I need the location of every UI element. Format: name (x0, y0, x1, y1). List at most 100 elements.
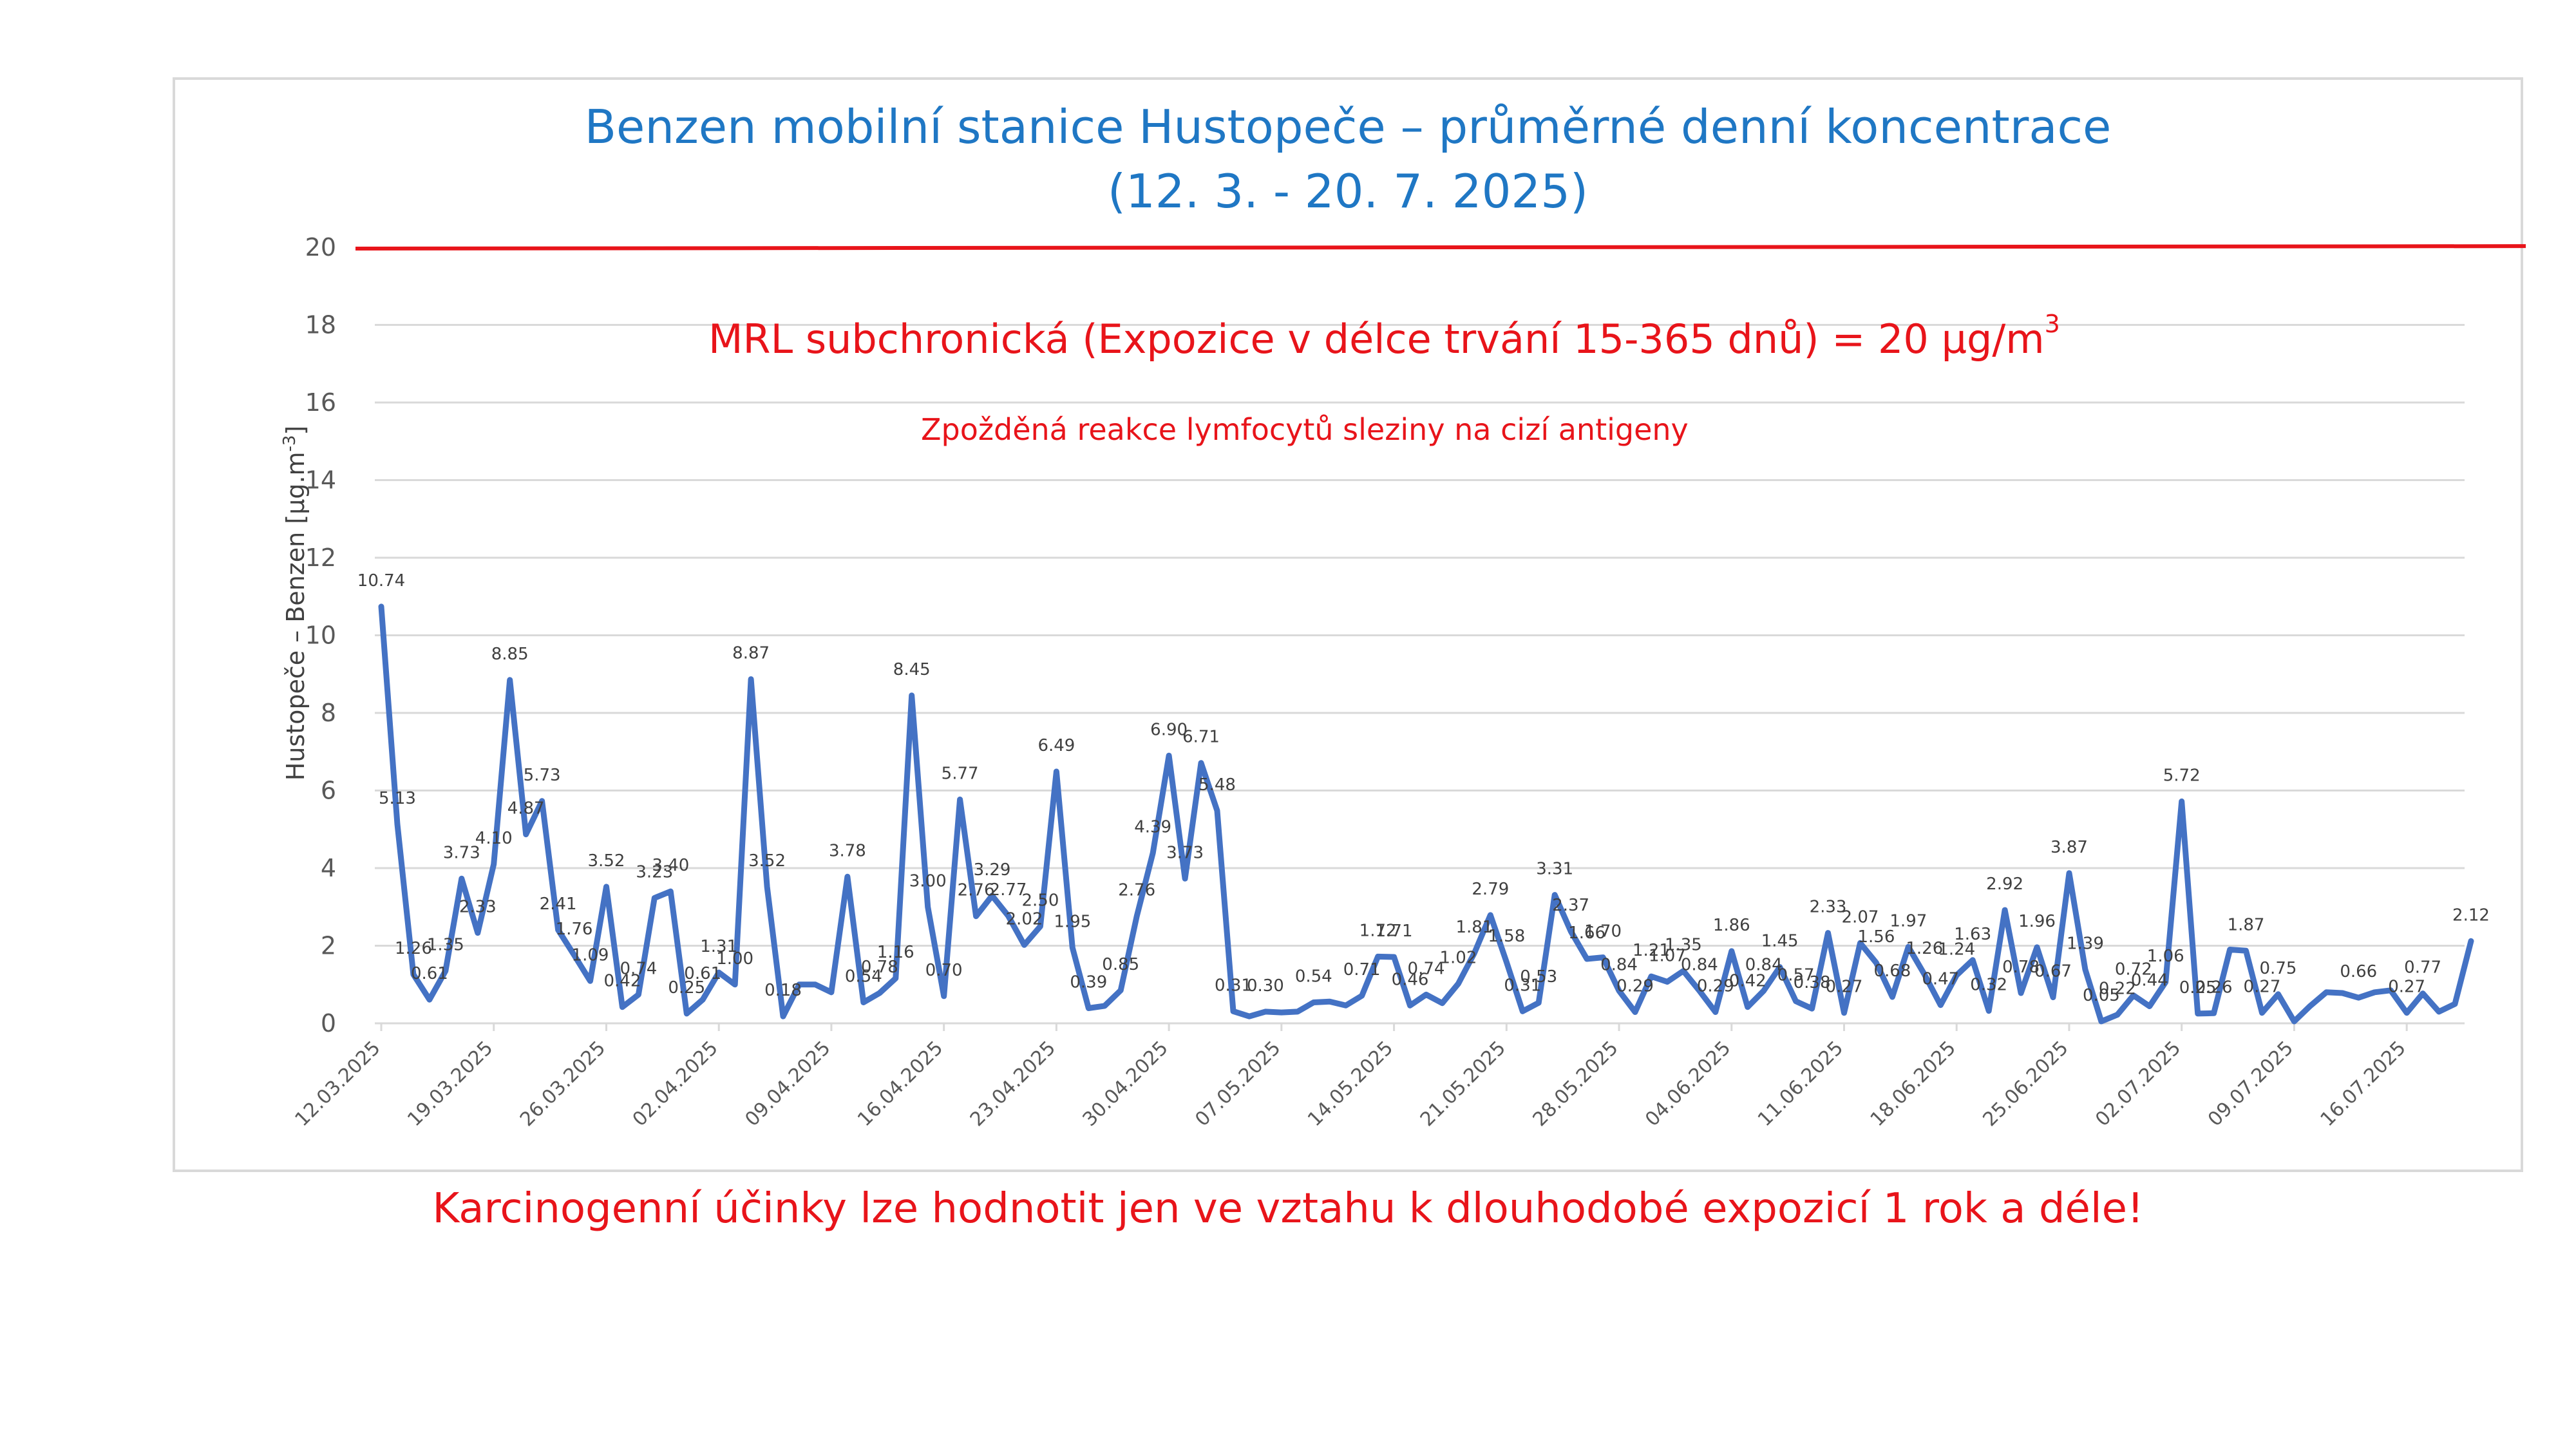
data-label: 5.77 (942, 764, 979, 783)
data-label: 2.76 (958, 881, 995, 900)
x-tick-label: 25.06.2025 (1978, 1037, 2072, 1131)
data-label: 1.72 (1359, 921, 1397, 940)
data-label: 3.23 (636, 862, 673, 882)
data-label: 3.00 (909, 871, 947, 891)
data-label: 2.07 (1842, 907, 1879, 927)
y-tick-label: 8 (321, 699, 336, 727)
x-tick-label: 26.03.2025 (516, 1037, 610, 1131)
x-tick-label: 11.06.2025 (1754, 1037, 1848, 1131)
data-label: 0.42 (603, 972, 641, 991)
x-tick-label: 09.07.2025 (2204, 1037, 2298, 1131)
data-label: 2.37 (1552, 896, 1589, 915)
footer-note: Karcinogenní účinky lze hodnotit jen ve … (432, 1185, 2144, 1233)
series-line-benzen (378, 603, 2474, 1025)
data-label: 1.66 (1568, 923, 1605, 943)
line-chart: 0 2 4 6 8 10 12 14 16 18 20 12.03.2025 19.03.2025 26.… (280, 233, 2526, 1131)
data-label: 0.27 (2388, 978, 2425, 997)
data-label: 3.31 (1536, 860, 1573, 879)
x-tick-label: 07.05.2025 (1191, 1037, 1285, 1131)
data-label: 0.74 (620, 959, 657, 978)
data-label: 0.57 (1777, 966, 1815, 985)
data-label: 1.35 (1665, 936, 1702, 955)
x-tick-label: 02.04.2025 (629, 1037, 723, 1131)
data-label: 3.73 (443, 843, 480, 862)
x-tick-label: 14.05.2025 (1303, 1037, 1397, 1131)
data-label: 1.39 (2067, 934, 2104, 953)
data-label: 3.73 (1166, 843, 1204, 862)
data-label: 0.42 (1729, 972, 1766, 991)
data-label: 1.97 (1889, 911, 1927, 931)
x-tick-label: 30.04.2025 (1079, 1037, 1173, 1131)
data-label: 8.87 (732, 644, 770, 663)
x-tick-label: 16.07.2025 (2316, 1037, 2410, 1131)
data-label: 1.56 (1857, 927, 1895, 947)
data-label: 8.45 (893, 660, 931, 679)
data-label: 1.24 (1938, 940, 1975, 959)
data-label: 3.40 (652, 856, 689, 875)
y-tick-label: 4 (321, 854, 336, 882)
chart-title-line-1: Benzen mobilní stanice Hustopeče – průmě… (584, 100, 2112, 154)
data-label: 0.68 (1873, 961, 1911, 981)
data-label: 5.48 (1198, 775, 1236, 795)
data-label: 1.70 (1584, 922, 1622, 942)
data-label: 5.13 (379, 789, 416, 808)
data-label: 0.27 (2244, 978, 2281, 997)
data-label: 0.71 (1343, 960, 1381, 980)
data-label: 0.85 (1102, 955, 1139, 974)
data-label: 0.78 (2002, 958, 2040, 977)
y-tick-label: 0 (321, 1009, 336, 1037)
data-label: 1.35 (427, 936, 464, 955)
y-tick-label: 10 (305, 621, 336, 650)
data-label: 1.26 (395, 939, 432, 958)
data-label: 3.52 (588, 851, 625, 871)
data-label: 1.09 (572, 945, 609, 965)
data-label: 3.52 (748, 851, 786, 871)
data-label: 0.47 (1922, 970, 1959, 989)
data-label: 2.12 (2452, 905, 2490, 925)
x-tick-label: 19.03.2025 (403, 1037, 497, 1131)
data-label: 0.75 (2260, 959, 2297, 978)
data-label: 0.44 (2131, 971, 2168, 990)
data-label: 0.84 (1681, 955, 1718, 974)
data-label: 10.74 (357, 571, 405, 591)
data-label: 0.27 (1826, 978, 1863, 997)
x-tick-label: 04.06.2025 (1641, 1037, 1735, 1131)
y-axis-label-superscript: -3 (280, 435, 299, 452)
data-label: 0.32 (1970, 976, 2007, 995)
data-label: 0.30 (1247, 976, 1284, 996)
data-label: 0.54 (1295, 967, 1332, 986)
data-label: 6.90 (1150, 720, 1188, 739)
data-label: 1.31 (700, 937, 737, 956)
data-label: 0.84 (1745, 955, 1783, 974)
data-label: 2.41 (540, 895, 577, 914)
x-tick-label: 16.04.2025 (853, 1037, 947, 1131)
data-label: 2.33 (1810, 898, 1847, 917)
chart-frame: 0 2 4 6 8 10 12 14 16 18 20 12.03.2025 19.03.2025 26.… (173, 77, 2526, 1172)
data-label: 0.84 (1600, 955, 1638, 974)
data-label: 2.79 (1472, 880, 1509, 899)
y-tick-label: 2 (321, 932, 336, 960)
data-label: 0.39 (1070, 973, 1107, 992)
data-label: 0.46 (1392, 970, 1429, 989)
limit-note: Zpožděná reakce lymfocytů sleziny na ciz… (921, 412, 1689, 447)
data-label: 3.29 (974, 860, 1011, 880)
y-tick-label: 14 (305, 466, 336, 495)
data-label: 0.38 (1794, 973, 1831, 992)
data-label: 0.05 (2083, 986, 2120, 1005)
data-label: 0.31 (1215, 976, 1252, 995)
data-label: 5.72 (2163, 766, 2201, 785)
data-label: 0.29 (1616, 977, 1654, 996)
x-tick-label: 28.05.2025 (1528, 1037, 1622, 1131)
data-label: 1.58 (1488, 927, 1525, 946)
y-tick-label: 16 (305, 388, 336, 417)
data-label: 0.78 (861, 958, 898, 977)
data-label: 1.06 (2147, 947, 2184, 966)
data-label: 0.72 (2115, 960, 2152, 980)
limit-line (355, 244, 2526, 251)
data-label: 1.00 (716, 949, 753, 969)
data-label: 0.61 (684, 964, 721, 983)
data-label: 0.66 (2340, 962, 2377, 981)
y-axis-label: Hustopeče – Benzen [µg.m-3] (280, 426, 310, 781)
data-label: 1.45 (1761, 932, 1799, 951)
data-label: 2.77 (990, 880, 1027, 900)
